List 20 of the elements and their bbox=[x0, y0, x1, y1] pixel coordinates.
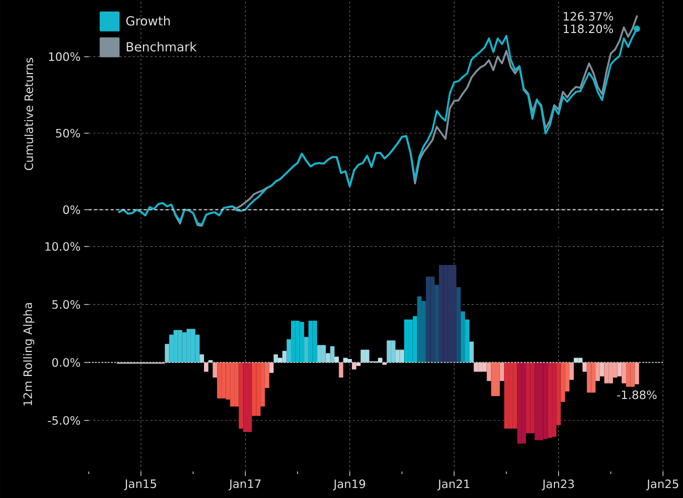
legend-label: Benchmark bbox=[126, 42, 197, 52]
x-tick-label: Jan25 bbox=[646, 480, 678, 490]
x-tick-label: Jan19 bbox=[332, 480, 366, 490]
y-tick-label: 5.0% bbox=[52, 300, 80, 309]
x-tick-label: Jan23 bbox=[542, 480, 574, 490]
x-tick-label: Jan21 bbox=[437, 480, 470, 490]
annotation: 118.20% bbox=[564, 24, 614, 34]
y-tick-label: 0% bbox=[63, 205, 80, 214]
annotation: 126.37% bbox=[564, 12, 614, 21]
x-tick-label: Jan15 bbox=[124, 480, 156, 490]
y-tick-label: -5.0% bbox=[48, 416, 80, 425]
y-axis-title: Cumulative Returns bbox=[24, 58, 34, 170]
y-tick-label: 0.0% bbox=[52, 358, 80, 367]
x-tick-label: Jan17 bbox=[228, 480, 261, 490]
y-tick-label: 50% bbox=[56, 128, 80, 138]
y-tick-label: 10.0% bbox=[45, 242, 80, 251]
y-tick-label: 100% bbox=[49, 52, 80, 61]
y-axis-title: 12m Rolling Alpha bbox=[23, 303, 34, 406]
annotation: -1.88% bbox=[617, 390, 657, 400]
legend-label: Growth bbox=[126, 16, 170, 26]
